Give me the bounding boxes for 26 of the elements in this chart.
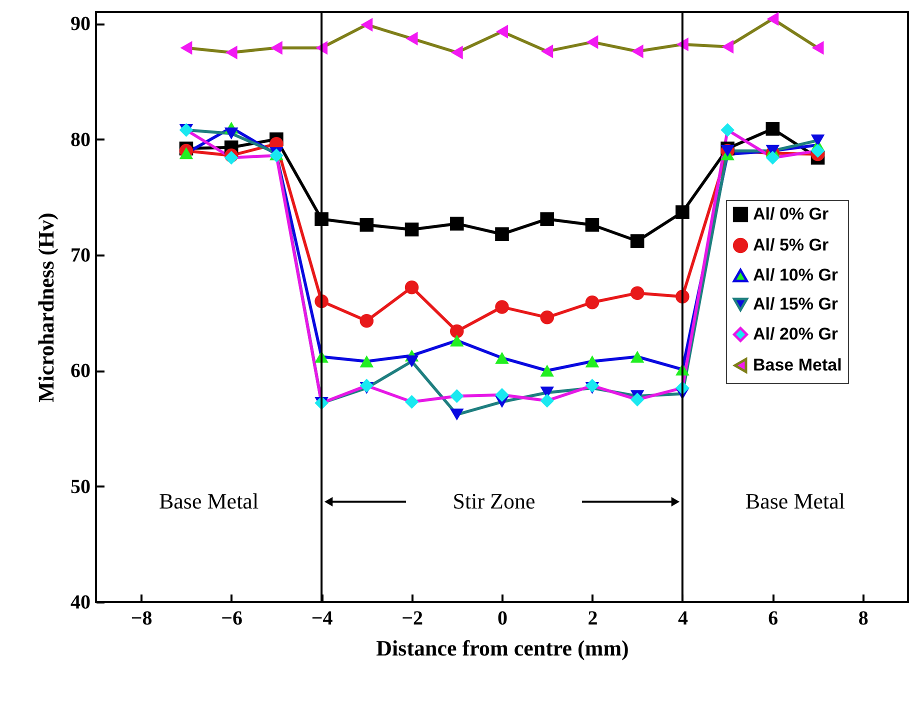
y-tick-label: 60 bbox=[70, 360, 90, 382]
x-tick-label: 2 bbox=[588, 608, 598, 630]
legend-label: Al/ 5% Gr bbox=[753, 236, 829, 254]
legend-label: Al/ 15% Gr bbox=[753, 294, 838, 314]
y-tick-label: 90 bbox=[70, 13, 90, 36]
x-tick-label: −2 bbox=[402, 608, 423, 630]
annotation: Base Metal bbox=[745, 488, 846, 514]
legend-label: Al/ 10% Gr bbox=[753, 266, 838, 284]
y-tick-label: 50 bbox=[70, 476, 90, 498]
x-axis-title: Distance from centre (mm) bbox=[376, 636, 629, 660]
legend-label: Al/ 20% Gr bbox=[753, 324, 838, 344]
y-tick-label: 70 bbox=[70, 244, 90, 266]
y-tick-label: 80 bbox=[70, 128, 90, 151]
x-tick-label: −6 bbox=[221, 608, 243, 630]
legend-label: Base Metal bbox=[753, 356, 842, 374]
x-tick-label: 8 bbox=[858, 608, 868, 630]
annotation: Base Metal bbox=[158, 488, 259, 514]
x-tick-label: −8 bbox=[130, 608, 152, 630]
y-axis-title: Microhardness (Hv) bbox=[34, 212, 58, 402]
annotation: Stir Zone bbox=[452, 488, 536, 514]
x-tick-label: −4 bbox=[311, 608, 333, 630]
legend-label: Al/ 0% Gr bbox=[753, 204, 829, 224]
y-tick-label: 40 bbox=[70, 592, 90, 614]
x-tick-label: 4 bbox=[678, 608, 688, 630]
x-tick-label: 6 bbox=[768, 608, 778, 630]
x-tick-label: 0 bbox=[498, 608, 508, 630]
